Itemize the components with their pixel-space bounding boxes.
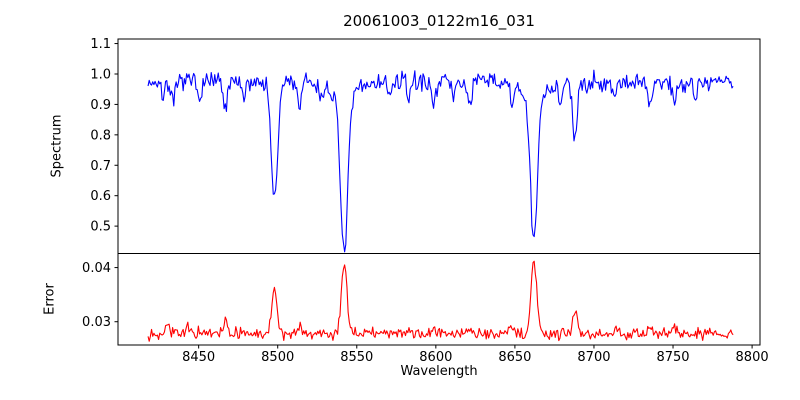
x-tick-label: 8650: [498, 350, 531, 365]
x-axis-label: Wavelength: [400, 364, 478, 379]
spectrum-y-tick-label: 0.8: [90, 128, 111, 143]
spectrum-panel-frame: [117, 38, 761, 254]
spectrum-line: [147, 69, 734, 253]
error-panel-frame: [117, 253, 761, 346]
spectrum-y-tick-label: 0.6: [90, 189, 111, 204]
x-tick-label: 8550: [340, 350, 373, 365]
x-tick-label: 8500: [261, 350, 294, 365]
error-y-axis-label: Error: [42, 283, 58, 315]
spectrum-y-tick-label: 1.0: [90, 67, 111, 82]
chart-title: 20061003_0122m16_031: [343, 12, 535, 30]
error-y-tick-label: 0.03: [82, 315, 111, 330]
x-tick-label: 8600: [419, 350, 452, 365]
x-tick-label: 8800: [736, 350, 769, 365]
x-tick-label: 8450: [182, 350, 215, 365]
spectrum-y-tick-label: 1.1: [90, 37, 111, 52]
spectrum-y-axis-label: Spectrum: [49, 114, 65, 178]
x-tick-label: 8750: [656, 350, 689, 365]
spectrum-y-tick-label: 0.9: [90, 98, 111, 113]
error-y-tick-label: 0.04: [82, 261, 111, 276]
error-line: [147, 260, 734, 342]
x-tick-label: 8700: [577, 350, 610, 365]
spectrum-y-tick-label: 0.5: [90, 220, 111, 235]
spectrum-y-tick-label: 0.7: [90, 159, 111, 174]
